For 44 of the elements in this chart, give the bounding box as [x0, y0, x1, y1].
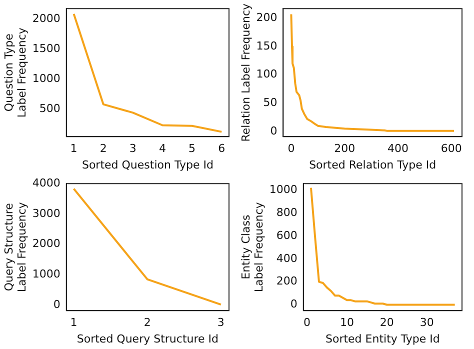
x-tick-label: 600 [440, 142, 462, 156]
x-tick-label: 3 [129, 142, 136, 156]
y-tick-label: 2000 [32, 12, 60, 26]
x-tick-label: 10 [340, 316, 354, 330]
y-tick-label: 150 [256, 39, 278, 52]
x-tick-label: 4 [158, 142, 166, 156]
y-tick-label: 1000 [32, 72, 60, 86]
x-axis-title: Sorted Entity Type Id [325, 332, 440, 346]
y-axis-title: Entity Class Label Frequency [239, 202, 266, 292]
y-tick-label: 800 [276, 206, 298, 219]
y-tick-label: 1000 [269, 182, 298, 196]
x-tick-label: 1 [70, 316, 78, 330]
x-tick-label: 0 [303, 316, 310, 330]
y-tick-label: 4000 [32, 176, 60, 190]
y-tick-label: 500 [39, 102, 60, 115]
x-tick-label: 2 [100, 142, 107, 156]
y-tick-label: 600 [276, 228, 298, 242]
y-tick-label: 2000 [32, 237, 60, 250]
y-tick-label: 100 [256, 68, 278, 81]
x-tick-label: 3 [217, 316, 224, 330]
y-tick-label: 1000 [32, 268, 60, 281]
x-tick-label: 1 [70, 142, 78, 156]
y-axis-title: Relation Label Frequency [239, 2, 252, 142]
x-axis-title: Sorted Question Type Id [82, 158, 214, 172]
x-axis-title: Sorted Relation Type Id [309, 158, 436, 172]
x-tick-label: 6 [218, 142, 226, 156]
x-tick-label: 30 [420, 316, 434, 330]
y-tick-label: 1500 [32, 42, 60, 56]
y-tick-label: 200 [276, 274, 298, 288]
x-tick-label: 20 [380, 316, 394, 330]
x-tick-label: 5 [188, 142, 196, 156]
y-tick-label: 400 [276, 252, 298, 265]
x-tick-label: 2 [144, 316, 151, 330]
y-tick-label: 0 [290, 298, 298, 311]
x-tick-label: 400 [387, 142, 408, 156]
x-tick-label: 200 [334, 142, 356, 156]
y-tick-label: 200 [256, 11, 278, 24]
y-tick-label: 50 [263, 96, 278, 110]
y-tick-label: 0 [53, 298, 60, 311]
y-tick-label: 0 [270, 124, 278, 138]
y-axis-title: Query Structure Label Frequency [2, 202, 29, 292]
y-axis-title: Question Type Label Frequency [2, 27, 29, 118]
y-tick-label: 3000 [32, 206, 60, 220]
x-axis-title: Sorted Query Structure Id [76, 332, 219, 346]
